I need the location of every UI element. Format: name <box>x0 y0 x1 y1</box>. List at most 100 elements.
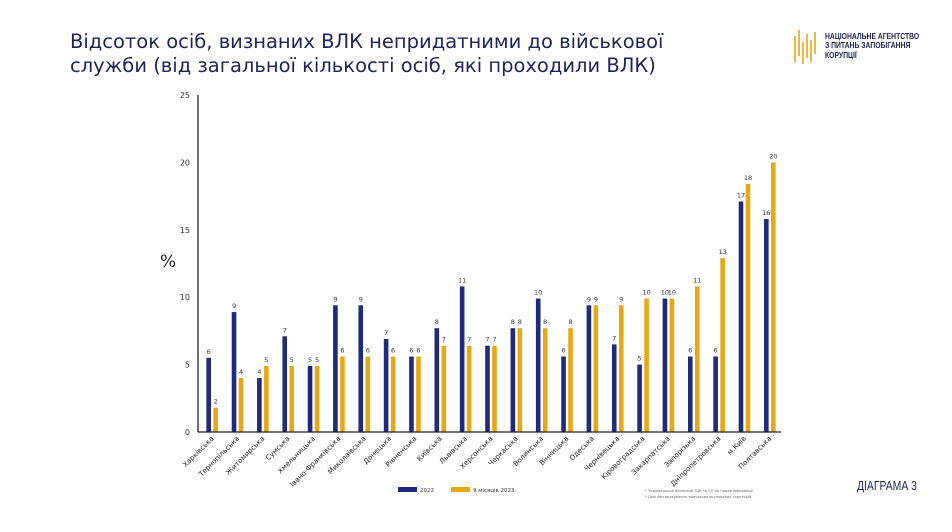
bar-2022 <box>282 336 288 432</box>
y-tick-label: 10 <box>180 293 190 302</box>
data-label: 10 <box>642 289 650 297</box>
data-label: 13 <box>718 248 726 256</box>
data-label: 20 <box>769 152 777 160</box>
data-label: 8 <box>518 318 522 326</box>
bar-2023 <box>238 378 244 432</box>
bar-2022 <box>333 305 338 432</box>
x-tick-label: Дніпропетровська <box>669 435 722 488</box>
bar-2023 <box>416 356 421 432</box>
bar-2022 <box>611 344 617 432</box>
bar-2022 <box>206 357 211 432</box>
bar-2022 <box>535 298 541 432</box>
data-label: 7 <box>492 336 496 344</box>
bar-2023 <box>568 328 573 432</box>
data-label: 7 <box>384 329 388 337</box>
footnote-1: * Чернівецький обласний ТЦК та СП не над… <box>645 489 754 493</box>
bar-2022 <box>485 345 490 432</box>
bar-2023 <box>517 328 523 432</box>
data-label: 7 <box>283 326 287 334</box>
bar-2023 <box>264 365 269 432</box>
bar-2022 <box>561 356 566 432</box>
bar-2023 <box>441 345 447 432</box>
data-label: 11 <box>458 276 466 284</box>
data-label: 5 <box>264 356 268 364</box>
data-label: 9 <box>594 295 598 303</box>
data-label: 10 <box>668 289 676 297</box>
bar-2023 <box>466 345 472 432</box>
data-label: 8 <box>435 318 439 326</box>
data-label: 8 <box>568 318 572 326</box>
bar-2023 <box>669 298 675 432</box>
bar-2022 <box>713 356 718 432</box>
y-tick-label: 20 <box>180 158 190 167</box>
logo-mark-icon <box>794 30 816 64</box>
data-label: 5 <box>315 356 319 364</box>
data-label: 9 <box>232 302 236 310</box>
bar-2022 <box>434 328 440 432</box>
diagram-number: ДІАГРАМА 3 <box>857 478 917 493</box>
data-label: 6 <box>561 347 565 355</box>
legend-swatch-2022 <box>398 487 417 492</box>
bar-2022 <box>231 312 237 432</box>
bar-2022 <box>257 378 262 432</box>
bar-2023 <box>340 356 345 432</box>
data-label: 9 <box>587 295 591 303</box>
data-label: 7 <box>467 336 471 344</box>
bar-2022 <box>358 305 364 432</box>
legend-swatch-2023 <box>451 487 470 492</box>
logo-line-2: З ПИТАНЬ ЗАПОБІГАННЯ <box>825 40 911 51</box>
bar-2023 <box>365 356 371 432</box>
bar-2022 <box>764 219 769 432</box>
bar-2022 <box>586 305 592 432</box>
legend: 2022 9 місяців 2023 <box>398 487 515 494</box>
data-label: 5 <box>308 356 312 364</box>
logo-text: НАЦІОНАЛЬНЕ АГЕНТСТВО З ПИТАНЬ ЗАПОБІГАН… <box>825 30 920 61</box>
chart-title-line-1: Відсоток осіб, визнаних ВЛК непридатними… <box>70 30 664 53</box>
bar-2023 <box>542 328 548 432</box>
chart-title: Відсоток осіб, визнаних ВЛК непридатними… <box>70 30 663 78</box>
data-label: 7 <box>485 336 489 344</box>
bar-2022 <box>459 286 465 432</box>
data-label: 5 <box>290 356 294 364</box>
data-label: 10 <box>661 289 669 297</box>
data-label: 9 <box>333 295 337 303</box>
legend-label-2023: 9 місяців 2023 <box>473 488 515 494</box>
legend-label-2022: 2022 <box>420 488 434 494</box>
bar-2022 <box>510 328 516 432</box>
data-label: 8 <box>511 318 515 326</box>
data-label: 6 <box>714 347 718 355</box>
logo-line-1: НАЦІОНАЛЬНЕ АГЕНТСТВО <box>825 30 920 41</box>
data-label: 6 <box>366 347 370 355</box>
data-label: 6 <box>416 347 420 355</box>
data-label: 9 <box>619 295 623 303</box>
bar-2022 <box>662 298 668 432</box>
data-label: 7 <box>612 334 616 342</box>
bar-2023 <box>492 345 497 432</box>
data-label: 6 <box>409 347 413 355</box>
bar-2023 <box>289 365 295 432</box>
data-label: 6 <box>207 348 211 356</box>
bar-2023 <box>213 407 218 432</box>
data-label: 6 <box>340 347 344 355</box>
bar-2023 <box>314 365 320 432</box>
bar-2022 <box>307 365 313 432</box>
bar-2023 <box>771 162 776 432</box>
data-label: 2 <box>214 398 218 406</box>
bar-2023 <box>694 286 700 432</box>
x-tick-label: Кіровоградська <box>600 435 647 482</box>
logo-line-3: КОРУПЦІЇ <box>825 49 857 60</box>
data-label: 4 <box>257 368 261 376</box>
chart-title-line-2: служби (від загальної кількості осіб, як… <box>70 54 656 77</box>
y-axis-label: % <box>160 252 176 272</box>
footnote-2: * Дані без врахування тимчасово окупован… <box>645 495 752 499</box>
bar-2022 <box>383 338 389 432</box>
data-label: 6 <box>688 347 692 355</box>
nazk-logo: НАЦІОНАЛЬНЕ АГЕНТСТВО З ПИТАНЬ ЗАПОБІГАН… <box>793 28 943 64</box>
data-label: 17 <box>737 191 745 199</box>
data-label: 7 <box>442 336 446 344</box>
bar-2023 <box>745 183 751 432</box>
bar-2023 <box>390 356 396 432</box>
x-tick-label: м.Київ <box>726 435 748 457</box>
data-label: 4 <box>239 368 243 376</box>
bar-2022 <box>409 356 414 432</box>
